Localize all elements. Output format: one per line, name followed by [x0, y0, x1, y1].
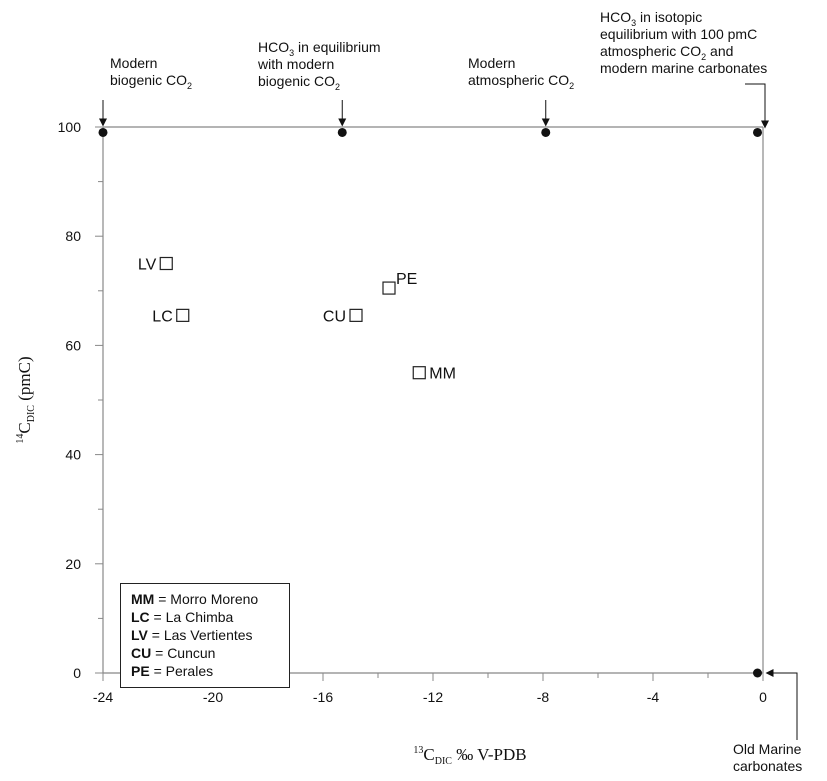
- annotation-line: with modern: [257, 56, 334, 72]
- annotation-line: modern marine carbonates: [600, 60, 767, 76]
- x-tick-label: 0: [759, 689, 767, 705]
- data-point: [176, 308, 190, 322]
- ticks: -24 -20 -16 -12 -8 -4 0 0 20 40 60 80 100: [58, 119, 767, 705]
- annotation-line: biogenic CO2: [110, 72, 192, 91]
- data-point: [382, 281, 396, 295]
- annotation-line: biogenic CO2: [258, 73, 340, 92]
- annotation-line: equilibrium with 100 pmC: [600, 26, 757, 42]
- annotation-line: atmospheric CO2: [468, 72, 574, 91]
- annotation-line: Modern: [110, 55, 157, 71]
- arrow-head: [765, 669, 774, 677]
- data-point-label: PE: [396, 271, 417, 288]
- annotation-line: Old Marine: [733, 741, 802, 757]
- legend-entry: PE = Perales: [131, 663, 214, 679]
- legend-entry: LC = La Chimba: [131, 609, 234, 625]
- x-tick-label: -16: [313, 689, 333, 705]
- reference-point: [753, 668, 762, 678]
- reference-point: [98, 127, 108, 137]
- data-point: [412, 366, 426, 380]
- y-axis-label: 14CDIC (pmC): [15, 356, 37, 443]
- x-tick-label: -4: [647, 689, 660, 705]
- annotation-line: atmospheric CO2 and: [600, 43, 733, 62]
- reference-point: [753, 127, 762, 137]
- x-tick-label: -20: [203, 689, 223, 705]
- data-point-label: LV: [138, 257, 157, 274]
- arrow-head: [99, 118, 107, 127]
- annotation-line: HCO3 in isotopic: [600, 9, 702, 28]
- x-axis-label: 13CDIC ‰ V-PDB: [413, 745, 526, 767]
- data-point-label: MM: [429, 366, 456, 383]
- arrow-head: [541, 118, 550, 127]
- reference-points: [98, 127, 762, 678]
- legend-entry: MM = Morro Moreno: [131, 591, 259, 607]
- data-point-label: CU: [323, 308, 346, 325]
- data-point: [159, 256, 173, 271]
- y-tick-label: 80: [65, 228, 81, 244]
- y-tick-label: 40: [65, 447, 81, 463]
- data-point-label: LC: [152, 308, 172, 325]
- x-tick-label: -24: [93, 689, 113, 705]
- legend-entry: CU = Cuncun: [131, 645, 216, 661]
- annotation-line: Modern: [468, 55, 515, 71]
- annotation-arrow: [745, 83, 766, 121]
- annotation-arrow: [773, 672, 798, 740]
- arrow-head: [761, 120, 769, 129]
- y-tick-label: 20: [65, 556, 81, 572]
- arrow-head: [338, 118, 347, 127]
- reference-point: [337, 127, 347, 137]
- x-tick-label: -8: [537, 689, 550, 705]
- y-tick-label: 100: [58, 119, 82, 135]
- legend-entry: LV = Las Vertientes: [131, 627, 253, 643]
- annotation-line: carbonates: [733, 758, 802, 774]
- reference-point: [541, 127, 551, 137]
- annotation-line: HCO3 in equilibrium: [258, 39, 381, 58]
- data-points: LV LC PE CU MM: [138, 257, 456, 383]
- y-tick-label: 0: [73, 665, 81, 681]
- y-tick-label: 60: [65, 337, 81, 353]
- legend: MM = Morro Moreno LC = La Chimba LV = La…: [120, 583, 290, 688]
- data-point: [349, 308, 363, 322]
- x-tick-label: -12: [423, 689, 443, 705]
